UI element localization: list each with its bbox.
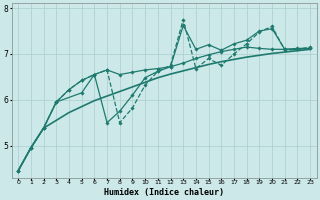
X-axis label: Humidex (Indice chaleur): Humidex (Indice chaleur): [104, 188, 224, 197]
